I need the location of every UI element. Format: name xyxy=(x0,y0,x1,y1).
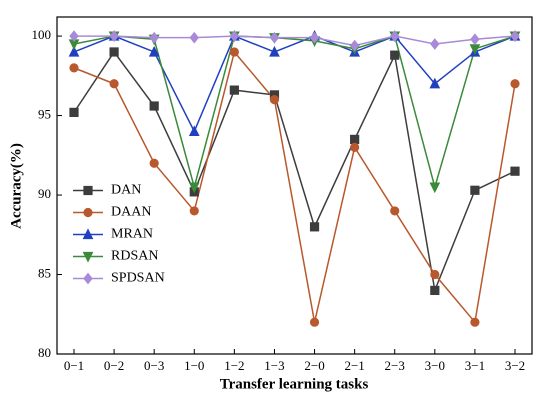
x-tick-label: 1−0 xyxy=(184,358,204,373)
y-tick-label: 95 xyxy=(38,107,51,122)
x-tick-label: 1−3 xyxy=(264,358,284,373)
y-tick-label: 90 xyxy=(38,186,51,201)
data-point xyxy=(430,38,440,50)
plot-frame xyxy=(56,16,533,355)
x-tick-label: 0−1 xyxy=(64,358,84,373)
legend-label: RDSAN xyxy=(111,249,158,264)
data-point xyxy=(309,222,320,232)
legend-marker xyxy=(83,207,93,218)
data-point xyxy=(109,79,119,89)
data-point xyxy=(149,101,159,111)
data-point xyxy=(350,134,360,145)
data-point xyxy=(510,79,520,89)
x-tick-label: 3−0 xyxy=(425,358,445,373)
data-point xyxy=(229,85,239,95)
y-tick-label: 100 xyxy=(32,27,52,42)
legend-label: DAAN xyxy=(111,205,151,220)
data-point xyxy=(309,31,320,44)
series-line xyxy=(74,35,516,47)
data-point xyxy=(429,77,441,89)
data-point xyxy=(69,63,79,73)
data-point xyxy=(390,30,400,42)
data-point xyxy=(148,45,160,57)
data-point xyxy=(470,317,480,327)
data-point xyxy=(470,33,480,46)
data-point xyxy=(149,31,159,44)
data-point xyxy=(269,45,280,57)
y-tick-label: 80 xyxy=(38,345,51,360)
legend-label: SPDSAN xyxy=(111,271,165,286)
y-axis-title: Accuracy(%) xyxy=(8,143,24,229)
data-point xyxy=(349,39,360,52)
legend-marker xyxy=(82,251,94,263)
data-point xyxy=(390,50,400,60)
legend-label: MRAN xyxy=(111,227,153,242)
data-point xyxy=(188,182,200,194)
data-point xyxy=(69,30,79,42)
legend-label: DAN xyxy=(111,183,141,198)
y-tick-label: 85 xyxy=(38,266,51,281)
x-tick-label: 2−1 xyxy=(344,358,364,373)
data-point xyxy=(109,47,119,57)
series-line xyxy=(73,50,516,294)
data-point xyxy=(510,30,520,42)
data-point xyxy=(188,125,200,137)
x-tick-label: 0−2 xyxy=(104,358,124,373)
data-point xyxy=(109,30,119,42)
data-point xyxy=(229,30,240,42)
data-point xyxy=(269,31,280,44)
data-point xyxy=(189,206,199,216)
x-tick-label: 2−3 xyxy=(385,358,405,373)
data-point xyxy=(350,142,360,152)
data-point xyxy=(510,166,520,176)
x-axis-title: Transfer learning tasks xyxy=(220,376,369,392)
x-tick-label: 2−0 xyxy=(304,358,324,373)
data-point xyxy=(309,317,320,327)
data-point xyxy=(470,185,480,195)
data-point xyxy=(430,285,440,296)
x-tick-label: 0−3 xyxy=(144,358,164,373)
data-point xyxy=(69,107,79,117)
data-point xyxy=(149,158,159,168)
data-point xyxy=(429,182,441,194)
data-point xyxy=(229,47,239,57)
x-tick-label: 3−2 xyxy=(505,358,525,373)
data-point xyxy=(68,45,80,57)
series-line xyxy=(73,35,516,190)
legend-marker xyxy=(82,228,94,240)
series-line xyxy=(73,50,516,324)
x-tick-label: 1−2 xyxy=(224,358,244,373)
data-point xyxy=(189,31,199,44)
data-point xyxy=(390,206,400,216)
x-tick-label: 3−1 xyxy=(465,358,485,373)
legend-marker xyxy=(83,272,93,285)
series-line xyxy=(73,35,516,134)
data-point xyxy=(430,269,440,280)
data-point xyxy=(269,95,280,105)
legend-marker xyxy=(83,185,93,196)
